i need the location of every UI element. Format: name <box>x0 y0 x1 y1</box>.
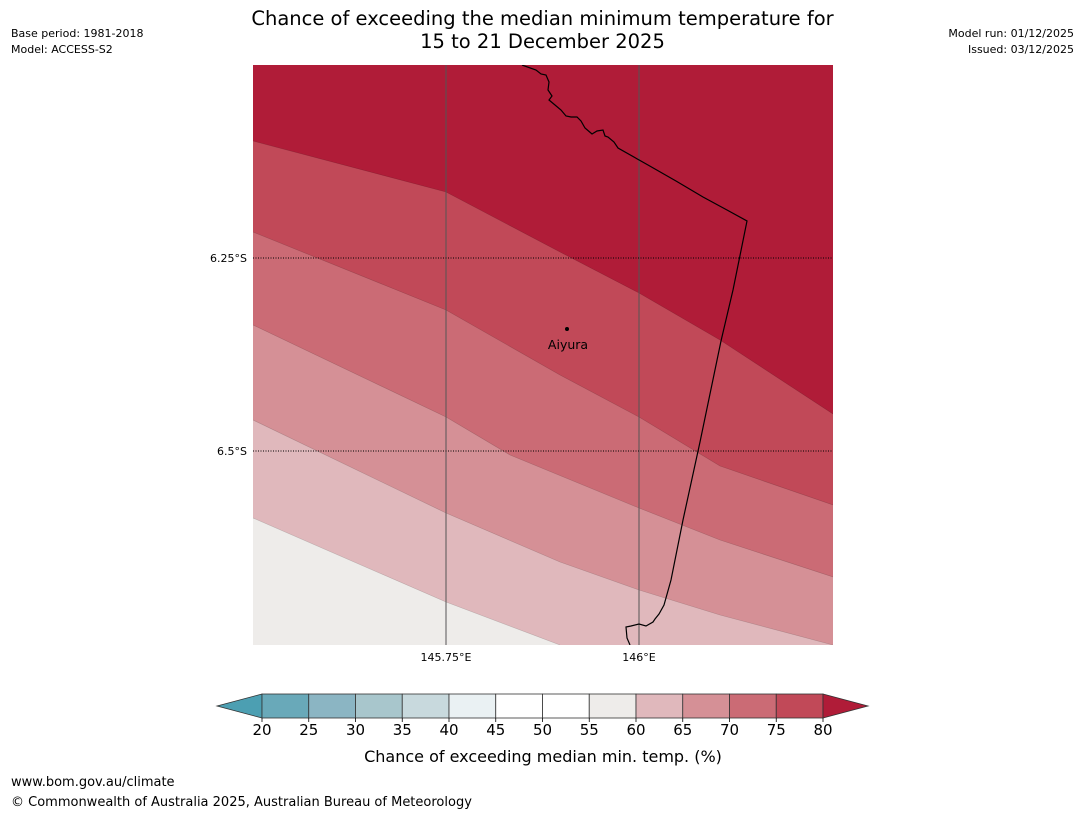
title-line-1: Chance of exceeding the median minimum t… <box>251 7 834 30</box>
colorbar-cell-70-75 <box>729 693 777 719</box>
colorbar-tick-label-45: 45 <box>486 721 505 739</box>
colorbar-tick-label-25: 25 <box>299 721 318 739</box>
colorbar-tick-label-50: 50 <box>533 721 552 739</box>
colorbar-cell-20-25 <box>261 693 310 719</box>
base-period: Base period: 1981-2018 <box>11 27 144 40</box>
colorbar-high-extension <box>822 693 870 719</box>
colorbar-tick-label-80: 80 <box>813 721 832 739</box>
colorbar-tick-label-75: 75 <box>767 721 786 739</box>
colorbar-cell-60-65 <box>635 693 684 719</box>
lat-label-6-25: 6.25°S <box>210 252 247 265</box>
colorbar-label: Chance of exceeding median min. temp. (%… <box>364 747 722 766</box>
province-border <box>521 65 748 645</box>
colorbar-cell-55-60 <box>588 693 637 719</box>
footer-copyright: © Commonwealth of Australia 2025, Austra… <box>11 795 472 810</box>
aiyura-marker <box>565 327 569 331</box>
footer-url[interactable]: www.bom.gov.au/climate <box>11 775 175 790</box>
header-left: Base period: 1981-2018 Model: ACCESS-S2 <box>11 26 143 58</box>
lon-label-146: 146°E <box>622 651 655 664</box>
colorbar-cell-50-55 <box>542 693 590 719</box>
colorbar-cell-40-45 <box>448 693 497 719</box>
issued-date: Issued: 03/12/2025 <box>967 43 1074 56</box>
map-panel <box>253 65 833 645</box>
band-55-60 <box>253 518 560 645</box>
title-line-2: 15 to 21 December 2025 <box>420 30 665 53</box>
town-label: Aiyura <box>548 337 588 352</box>
colorbar-tick-label-65: 65 <box>673 721 692 739</box>
colorbar: 20 25 30 35 40 45 50 55 60 65 70 75 80 <box>215 693 870 739</box>
colorbar-cell-65-70 <box>682 693 730 719</box>
lon-label-145-75: 145.75°E <box>421 651 472 664</box>
colorbar-low-extension <box>215 693 263 719</box>
colorbar-tick-label-70: 70 <box>720 721 739 739</box>
colorbar-tick-label-30: 30 <box>346 721 365 739</box>
model-name: Model: ACCESS-S2 <box>11 43 113 56</box>
header-right: Model run: 01/12/2025 Issued: 03/12/2025 <box>948 26 1074 58</box>
colorbar-cell-25-30 <box>308 693 356 719</box>
contour-lines <box>253 140 833 645</box>
colorbar-tick-label-40: 40 <box>439 721 458 739</box>
colorbar-tick-label-60: 60 <box>626 721 645 739</box>
colorbar-tick-label-55: 55 <box>580 721 599 739</box>
colorbar-cell-35-40 <box>401 693 450 719</box>
map-title: Chance of exceeding the median minimum t… <box>0 7 1085 53</box>
colorbar-tick-label-35: 35 <box>393 721 412 739</box>
colorbar-cell-45-50 <box>495 693 543 719</box>
model-run: Model run: 01/12/2025 <box>948 27 1074 40</box>
colorbar-cell-75-80 <box>775 693 824 719</box>
colorbar-cell-30-35 <box>355 693 403 719</box>
colorbar-tick-label-20: 20 <box>252 721 271 739</box>
lat-label-6-5: 6.5°S <box>217 445 247 458</box>
